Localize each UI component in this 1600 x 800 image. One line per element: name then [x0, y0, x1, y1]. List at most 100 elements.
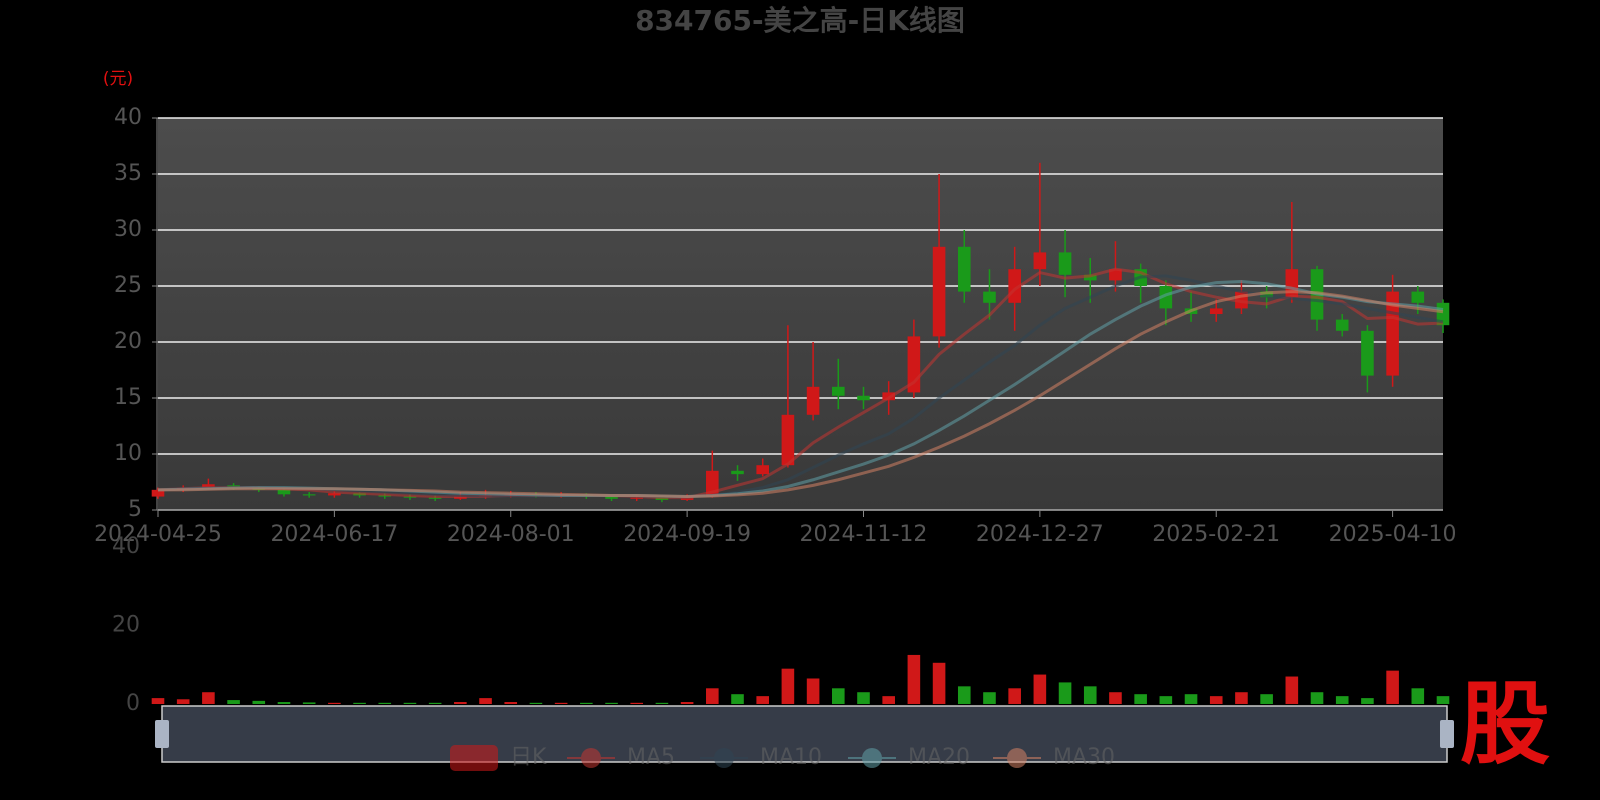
volume-bar [1008, 688, 1021, 704]
legend: 日K MA5 MA10 MA20 MA30 [450, 745, 1115, 771]
candle-body [328, 493, 341, 496]
candle-body [806, 386, 820, 415]
zoom-slider[interactable] [161, 705, 1448, 763]
volume-bar [1310, 692, 1324, 704]
volume-bar [1134, 694, 1147, 704]
volume-bar [1436, 696, 1450, 704]
x-tick-label: 2025-04-10 [1329, 522, 1457, 547]
candle-body [1411, 291, 1425, 303]
volume-bar [1335, 696, 1349, 704]
volume-bar [1058, 682, 1072, 704]
volume-bar [403, 702, 417, 704]
y-tick-label: 35 [114, 161, 142, 186]
candle-body [983, 291, 996, 303]
legend-icon [714, 748, 734, 768]
y-tick-label: 0 [126, 691, 140, 716]
volume-bar [1285, 676, 1299, 704]
legend-item[interactable]: MA10 [700, 745, 822, 770]
candle-body [1109, 269, 1122, 281]
volume-bar [882, 696, 895, 704]
y-tick-label: 40 [112, 534, 140, 559]
volume-bar [328, 702, 341, 704]
legend-icon [862, 748, 882, 768]
candle-body [957, 246, 971, 292]
volume-bar [504, 702, 518, 704]
volume-bar [529, 702, 543, 704]
legend-item[interactable]: MA20 [848, 745, 970, 770]
volume-bar [630, 702, 644, 704]
candle-body [857, 395, 870, 401]
volume-chart: 0 20 40 [112, 534, 1450, 716]
x-tick-label: 2025-02-21 [1152, 522, 1280, 547]
legend-label: MA30 [1053, 745, 1115, 770]
legend-icon [450, 745, 498, 771]
plot-area [158, 118, 1443, 510]
volume-bar [907, 654, 921, 704]
candle-body [1361, 330, 1374, 376]
volume-bar [983, 692, 996, 704]
candle-body [403, 496, 417, 498]
candle-body [378, 495, 392, 497]
candle-body [428, 497, 442, 499]
volume-bar [1386, 670, 1399, 704]
volume-bar [680, 702, 694, 704]
volume-bar [1411, 688, 1425, 704]
volume-bar [1033, 674, 1047, 704]
x-tick-label: 2024-11-12 [800, 522, 928, 547]
x-tick-label: 2024-12-27 [976, 522, 1104, 547]
legend-icon [1007, 748, 1027, 768]
volume-bar [151, 698, 165, 704]
volume-bar [454, 702, 467, 704]
ma-line [158, 290, 1444, 499]
legend-item[interactable]: MA30 [993, 745, 1115, 770]
candle-body [302, 494, 316, 496]
legend-label: MA5 [627, 745, 675, 770]
zoom-handle-right[interactable] [1440, 720, 1454, 748]
volume-bar [252, 700, 266, 704]
y-tick-label: 20 [114, 329, 142, 354]
candle-body [1083, 274, 1097, 281]
candle-body [1260, 291, 1273, 298]
volume-bar [176, 699, 190, 704]
candle-body [151, 489, 165, 497]
y-tick-label: 20 [112, 613, 140, 638]
volume-bar [353, 702, 366, 704]
volume-bar [756, 696, 770, 704]
zoom-handle-left[interactable] [155, 720, 169, 748]
legend-item[interactable]: MA5 [567, 745, 675, 770]
volume-bar [479, 698, 492, 704]
y-axis-label: (元) [103, 69, 133, 89]
volume-bar [554, 702, 568, 704]
y-tick-label: 40 [114, 105, 142, 130]
volume-bar [302, 702, 316, 704]
volume-bar [1109, 692, 1122, 704]
legend-icon [581, 748, 601, 768]
candle-body [202, 484, 215, 488]
y-tick-label: 5 [128, 497, 142, 522]
volume-bar [605, 702, 618, 704]
volume-bar [428, 702, 442, 704]
volume-bar [1260, 694, 1273, 704]
candle-body [630, 497, 644, 499]
volume-bar [378, 702, 392, 704]
candle-body [756, 465, 770, 475]
candle-body [605, 496, 618, 499]
candle-body [1335, 319, 1349, 331]
volume-bar [1184, 694, 1198, 704]
y-tick-label: 25 [114, 273, 142, 298]
candle-body [277, 489, 291, 495]
volume-bar [706, 688, 719, 704]
legend-item[interactable]: 日K [450, 745, 547, 771]
volume-bar [806, 678, 820, 704]
volume-bar [731, 694, 744, 704]
candle-body [1033, 252, 1047, 270]
main-chart: 5 10 15 20 25 30 35 40 2024-04-25 2024-06-17 2024-… [94, 105, 1456, 547]
legend-label: 日K [510, 745, 547, 770]
x-tick-label: 2024-04-25 [94, 522, 222, 547]
y-tick-label: 30 [114, 217, 142, 242]
candle-body [1209, 308, 1223, 314]
y-tick-label: 15 [114, 385, 142, 410]
volume-bar [781, 668, 795, 704]
candle-body [781, 414, 795, 466]
x-tick-label: 2024-08-01 [447, 522, 575, 547]
